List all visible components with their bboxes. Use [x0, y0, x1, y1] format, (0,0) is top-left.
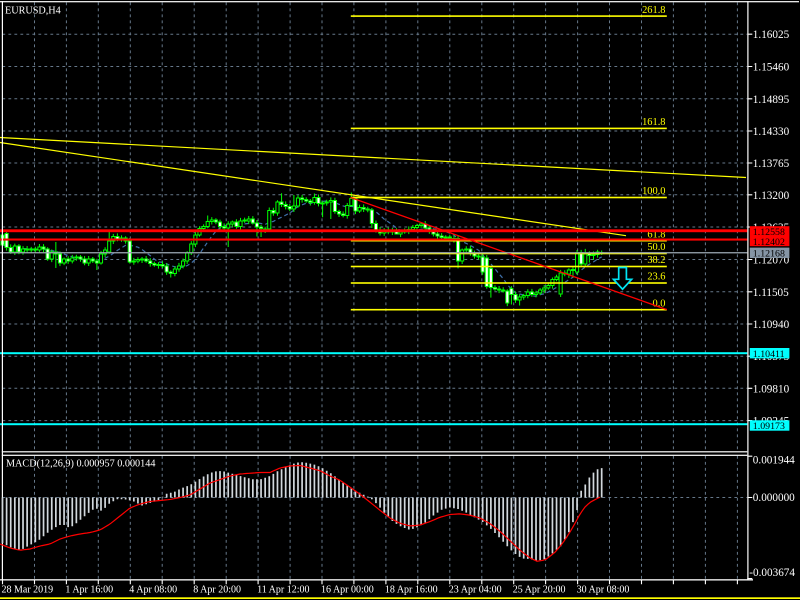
- svg-text:0.0: 0.0: [653, 298, 666, 309]
- svg-text:1.14895: 1.14895: [753, 94, 790, 106]
- svg-text:61.8: 61.8: [647, 229, 665, 240]
- svg-text:1.12402: 1.12402: [753, 237, 785, 248]
- svg-text:11 Apr 12:00: 11 Apr 12:00: [257, 585, 309, 596]
- svg-text:0.000000: 0.000000: [753, 492, 795, 504]
- svg-text:MACD(12,26,9) 0.000957 0.00014: MACD(12,26,9) 0.000957 0.000144: [6, 459, 155, 470]
- svg-text:1.11505: 1.11505: [753, 287, 789, 299]
- svg-text:1.13200: 1.13200: [753, 190, 790, 202]
- svg-text:30 Apr 08:00: 30 Apr 08:00: [577, 585, 630, 596]
- svg-text:50.0: 50.0: [647, 242, 665, 253]
- svg-text:18 Apr 16:00: 18 Apr 16:00: [385, 585, 438, 596]
- svg-text:1.10411: 1.10411: [753, 349, 785, 360]
- svg-text:1.09173: 1.09173: [753, 421, 785, 432]
- svg-text:28 Mar 2019: 28 Mar 2019: [2, 585, 54, 596]
- svg-text:16 Apr 00:00: 16 Apr 00:00: [321, 585, 374, 596]
- svg-text:1.10940: 1.10940: [753, 319, 790, 331]
- svg-text:0.001944: 0.001944: [753, 454, 795, 466]
- svg-text:1 Apr 16:00: 1 Apr 16:00: [65, 585, 113, 596]
- svg-text:1.12558: 1.12558: [753, 227, 785, 238]
- svg-text:4 Apr 08:00: 4 Apr 08:00: [129, 585, 177, 596]
- svg-text:161.8: 161.8: [642, 117, 665, 128]
- svg-text:1.13765: 1.13765: [753, 158, 790, 170]
- svg-text:-0.003674: -0.003674: [749, 567, 795, 579]
- svg-text:1.09810: 1.09810: [753, 383, 790, 395]
- svg-text:38.2: 38.2: [647, 255, 665, 266]
- svg-text:8 Apr 20:00: 8 Apr 20:00: [193, 585, 241, 596]
- svg-text:23.6: 23.6: [647, 272, 665, 283]
- svg-text:EURUSD,H4: EURUSD,H4: [5, 6, 61, 17]
- svg-text:1.15460: 1.15460: [753, 62, 790, 74]
- svg-text:1.14330: 1.14330: [753, 126, 790, 138]
- svg-text:23 Apr 04:00: 23 Apr 04:00: [449, 585, 502, 596]
- svg-text:1.16025: 1.16025: [753, 29, 790, 41]
- svg-text:100.0: 100.0: [642, 186, 665, 197]
- svg-text:1.12168: 1.12168: [753, 249, 785, 260]
- svg-text:25 Apr 20:00: 25 Apr 20:00: [513, 585, 566, 596]
- svg-text:261.8: 261.8: [642, 5, 665, 16]
